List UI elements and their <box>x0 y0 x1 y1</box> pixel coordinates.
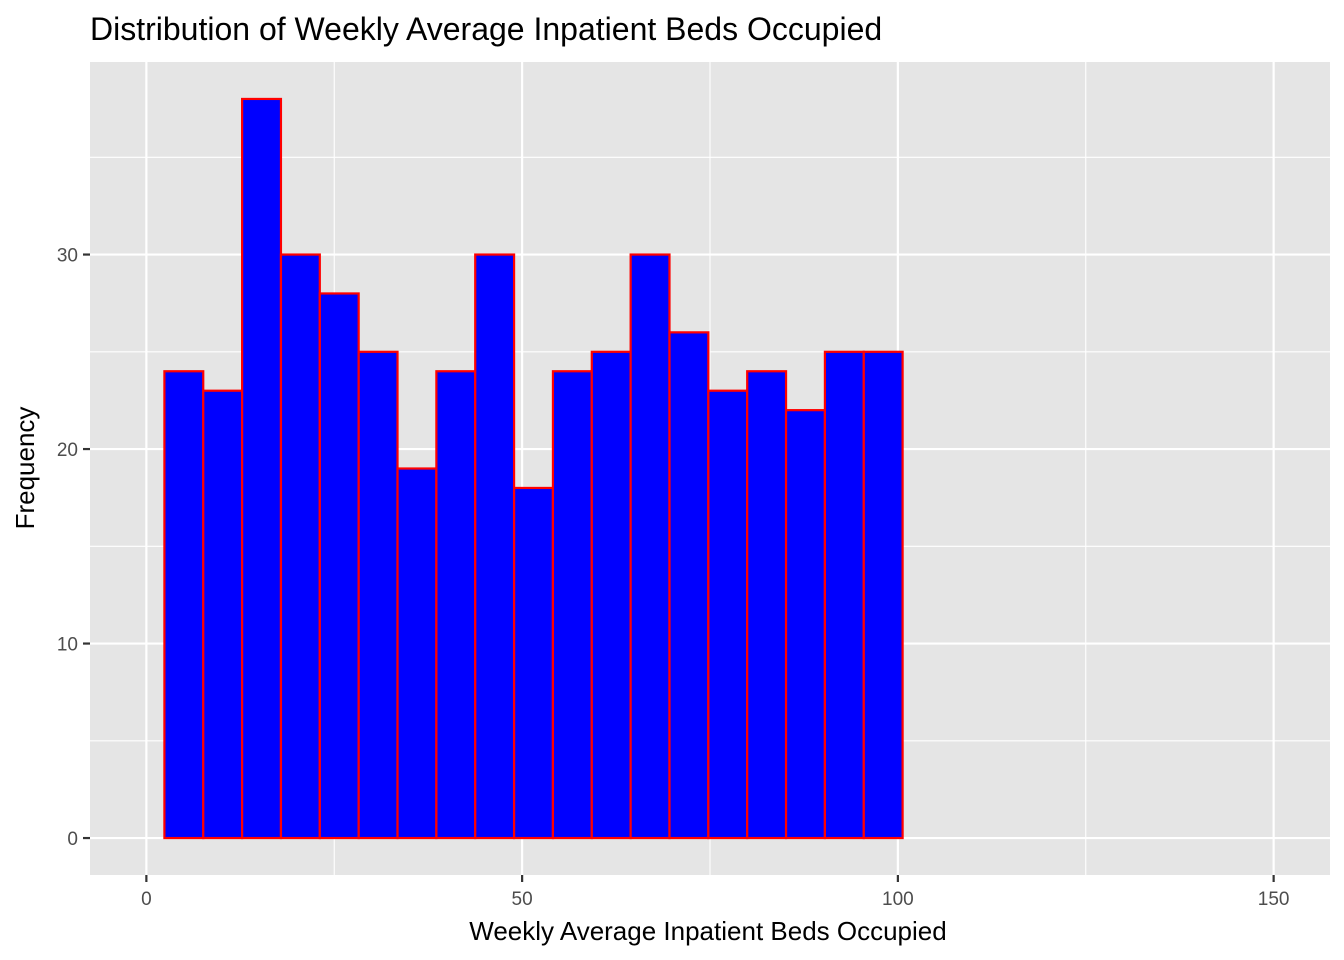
y-tick-label: 0 <box>67 829 78 850</box>
histogram-bar <box>474 253 516 840</box>
histogram-bar <box>396 467 438 840</box>
histogram-bar <box>784 409 827 840</box>
histogram-bar <box>551 370 593 840</box>
histogram-bar <box>823 350 865 840</box>
histogram-bar <box>629 253 671 840</box>
x-axis-ticks: 0 50 100 150 <box>141 875 1289 910</box>
histogram-bar <box>512 486 555 840</box>
chart-title: Distribution of Weekly Average Inpatient… <box>90 11 882 47</box>
y-tick-label: 20 <box>57 440 78 461</box>
x-tick-label: 50 <box>512 889 533 910</box>
y-axis-ticks: 0 10 20 30 <box>57 246 90 850</box>
histogram-bar <box>435 370 477 840</box>
histogram-bar <box>668 331 710 840</box>
x-axis-title: Weekly Average Inpatient Beds Occupied <box>469 916 946 946</box>
histogram-bar <box>202 389 244 840</box>
x-tick-label: 150 <box>1258 889 1290 910</box>
histogram-bar <box>318 292 360 840</box>
x-tick-label: 100 <box>882 889 914 910</box>
x-tick-label: 0 <box>141 889 152 910</box>
y-tick-label: 30 <box>57 246 78 267</box>
histogram-bars <box>163 97 904 840</box>
y-tick-label: 10 <box>57 635 78 656</box>
histogram-bar <box>241 97 283 840</box>
y-axis-title: Frequency <box>10 407 40 530</box>
histogram-bar <box>357 350 399 840</box>
histogram-bar <box>163 370 205 840</box>
histogram-bar <box>707 389 749 840</box>
histogram-bar <box>862 350 904 840</box>
histogram-bar <box>590 350 632 840</box>
histogram-bar <box>746 370 788 840</box>
histogram-bar <box>279 253 321 840</box>
